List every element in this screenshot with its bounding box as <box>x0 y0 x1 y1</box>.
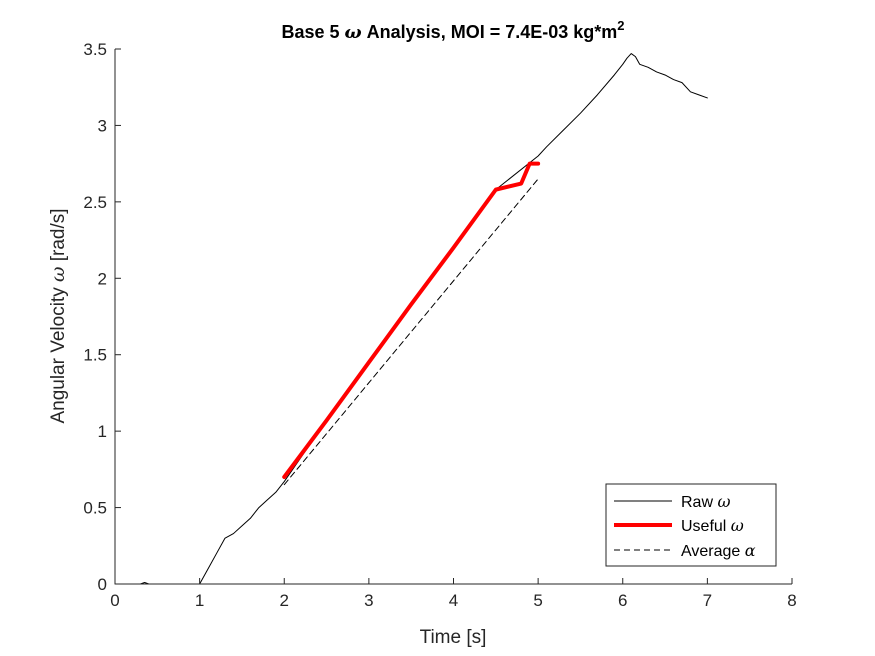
title-omega: ω <box>345 22 362 43</box>
y-axis-label: Angular Velocity ω [rad/s] <box>47 208 69 423</box>
title-prefix: Base 5 <box>281 22 344 42</box>
y-tick-label: 3 <box>98 116 107 135</box>
series-layer <box>114 53 708 585</box>
y-tick-label: 2.5 <box>83 193 107 212</box>
y-tick-label: 0.5 <box>83 499 107 518</box>
y-tick-label: 1.5 <box>83 346 107 365</box>
x-tick-label: 4 <box>449 591 458 610</box>
y-ticks: 0 0.5 1 1.5 2 2.5 3 3.5 <box>83 40 121 594</box>
legend-label-raw: Raw ω <box>681 492 731 511</box>
x-tick-label: 0 <box>110 591 119 610</box>
series-useful-omega-line <box>282 161 541 479</box>
x-tick-label: 2 <box>280 591 289 610</box>
legend-text-average: Average <box>681 543 745 560</box>
x-tick-label: 7 <box>703 591 712 610</box>
y-axis-label-unit: [rad/s] <box>48 208 69 266</box>
x-ticks: 0 1 2 3 4 5 6 7 8 <box>110 578 797 610</box>
x-tick-label: 1 <box>195 591 204 610</box>
y-tick-label: 2 <box>98 269 107 288</box>
legend-symbol-raw: ω <box>717 492 730 511</box>
legend-label-average: Average α <box>681 541 756 560</box>
x-tick-label: 6 <box>618 591 627 610</box>
y-axis-label-omega: ω <box>47 267 69 283</box>
y-tick-label: 3.5 <box>83 40 107 59</box>
x-axis-label: Time [s] <box>420 627 487 648</box>
title-superscript: 2 <box>617 18 624 33</box>
series-average-alpha-line <box>283 178 539 486</box>
chart-title: Base 5 ω Analysis, MOI = 7.4E-03 kg*m2 <box>281 18 624 43</box>
legend-label-useful: Useful ω <box>681 516 744 535</box>
legend-text-raw: Raw <box>681 494 717 511</box>
legend: Raw ω Useful ω Average α <box>605 483 777 567</box>
legend-text-useful: Useful <box>681 518 731 535</box>
legend-symbol-average: α <box>745 541 756 560</box>
y-tick-label: 1 <box>98 422 107 441</box>
x-tick-label: 8 <box>787 591 796 610</box>
x-tick-label: 5 <box>533 591 542 610</box>
title-suffix: Analysis, MOI = 7.4E-03 kg*m <box>362 22 618 42</box>
x-tick-label: 3 <box>364 591 373 610</box>
y-axis-label-text: Angular Velocity <box>48 282 69 424</box>
y-tick-label: 0 <box>98 575 107 594</box>
legend-symbol-useful: ω <box>731 516 744 535</box>
